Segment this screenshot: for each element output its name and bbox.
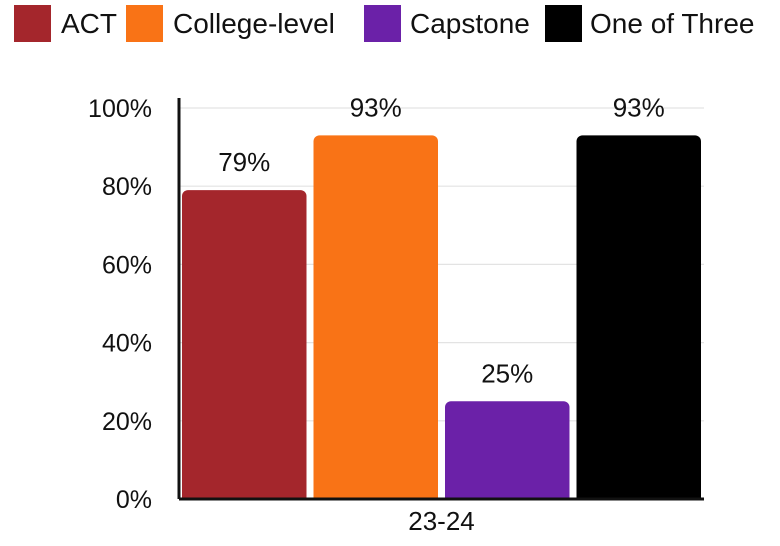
data-label-one-of-three: 93% xyxy=(613,92,665,122)
y-tick-label: 0% xyxy=(116,486,152,514)
axes: 0% 20% 40% 60% 80% 100% 23-24 xyxy=(88,95,704,536)
y-tick-label: 40% xyxy=(102,330,152,358)
bars xyxy=(182,135,701,500)
legend: ACT College-level Capstone One of Three xyxy=(14,5,754,42)
bar-base-one-of-three xyxy=(576,491,701,499)
x-category-label: 23-24 xyxy=(408,506,475,536)
legend-swatch-capstone xyxy=(364,5,401,42)
legend-label-act: ACT xyxy=(61,8,117,39)
legend-swatch-one-of-three xyxy=(545,5,582,42)
legend-label-college-level: College-level xyxy=(173,8,335,39)
data-label-college-level: 93% xyxy=(350,92,402,122)
bar-capstone xyxy=(445,401,570,499)
bar-act xyxy=(182,190,307,500)
y-tick-label: 60% xyxy=(102,251,152,279)
y-tick-label: 80% xyxy=(102,173,152,201)
legend-label-capstone: Capstone xyxy=(410,8,530,39)
bar-base-capstone xyxy=(445,491,570,499)
legend-item-capstone: Capstone xyxy=(364,5,530,42)
legend-item-act: ACT xyxy=(14,5,117,42)
bar-base-college-level xyxy=(313,491,438,499)
data-label-capstone: 25% xyxy=(481,358,533,388)
legend-label-one-of-three: One of Three xyxy=(590,8,754,39)
legend-swatch-college-level xyxy=(126,5,163,42)
legend-swatch-act xyxy=(14,5,51,42)
data-labels: 79% 93% 25% 93% xyxy=(218,92,665,388)
legend-item-college-level: College-level xyxy=(126,5,335,42)
data-label-act: 79% xyxy=(218,147,270,177)
legend-item-one-of-three: One of Three xyxy=(545,5,754,42)
bar-college-level xyxy=(313,135,438,499)
bar-one-of-three xyxy=(576,135,701,499)
y-tick-label: 100% xyxy=(88,95,152,123)
bar-base-act xyxy=(182,491,307,499)
y-tick-label: 20% xyxy=(102,408,152,436)
